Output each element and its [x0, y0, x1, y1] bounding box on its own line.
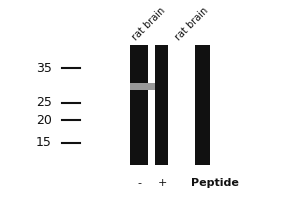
Bar	[130, 45, 148, 165]
Text: rat brain: rat brain	[173, 5, 210, 42]
Text: 35: 35	[36, 62, 52, 74]
Text: +: +	[157, 178, 167, 188]
Text: 25: 25	[36, 97, 52, 110]
Text: rat brain: rat brain	[130, 5, 167, 42]
Text: 20: 20	[36, 114, 52, 127]
Text: 15: 15	[36, 136, 52, 150]
Bar	[155, 45, 168, 165]
Text: -: -	[137, 178, 141, 188]
Bar	[130, 83, 155, 90]
Text: Peptide: Peptide	[191, 178, 239, 188]
Bar	[195, 45, 210, 165]
